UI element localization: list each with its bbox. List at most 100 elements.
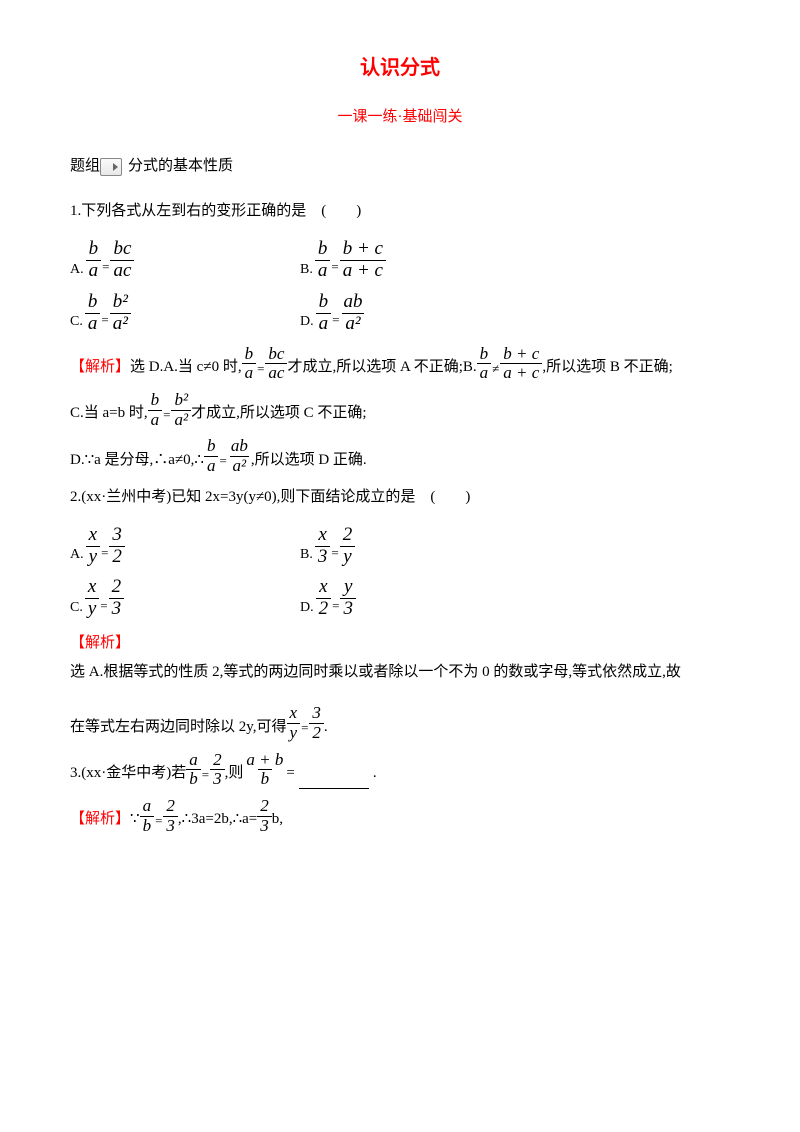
q1-options-row-1: A. ba = bcac B. ba = b + ca + c (70, 239, 730, 282)
solution-text: ,所以选项 D 正确. (251, 447, 367, 474)
solution-tag: 【解析】 (70, 630, 130, 657)
solution-text: 才成立,所以选项 C 不正确; (191, 400, 366, 427)
fraction: ba (204, 437, 219, 475)
option-label: B. (300, 257, 313, 282)
q1-solution-line-2: C.当 a=b 时, ba = b²a² 才成立,所以选项 C 不正确; (70, 391, 730, 429)
q2-option-c: C. xy = 23 (70, 577, 300, 620)
answer-blank (299, 788, 369, 789)
equals: = (331, 594, 340, 617)
fraction: x3 (315, 525, 331, 568)
fraction: b + ca + c (340, 239, 386, 282)
fraction: 23 (257, 797, 272, 835)
fraction: ab (186, 751, 201, 789)
solution-text: C.当 a=b 时, (70, 400, 148, 427)
q1-solution-line-3: D.∵a 是分母,∴a≠0,∴ ba = aba² ,所以选项 D 正确. (70, 437, 730, 475)
fraction: ba (242, 345, 257, 383)
question-3: 3.(xx·金华中考)若 ab = 23 ,则 a + bb = . (70, 751, 730, 789)
fraction: 23 (163, 797, 178, 835)
fraction: b²a² (110, 292, 131, 335)
section-prefix: 题组 (70, 153, 100, 180)
solution-text: D.∵a 是分母,∴a≠0,∴ (70, 447, 204, 474)
q2-option-d: D. x2 = y3 (300, 577, 730, 620)
option-label: B. (300, 542, 313, 567)
fraction: ba (86, 239, 102, 282)
equals: = (218, 449, 227, 472)
equals: = (100, 541, 109, 564)
solution-text: 选 A.根据等式的性质 2,等式的两边同时乘以或者除以一个不为 0 的数或字母,… (70, 659, 681, 686)
question-3-text-c: = (286, 760, 294, 787)
q1-option-d: D. ba = aba² (300, 292, 730, 335)
fraction: xy (86, 525, 100, 568)
q2-options-row-1: A. xy = 32 B. x3 = 2y (70, 525, 730, 568)
q1-option-c: C. ba = b²a² (70, 292, 300, 335)
option-label: A. (70, 257, 84, 282)
question-1-text: 1.下列各式从左到右的变形正确的是 ( ) (70, 198, 730, 225)
q3-solution-line-1: 【解析】 ∵ ab = 23 ,∴3a=2b,∴a= 23 b, (70, 797, 730, 835)
question-3-text-a: 3.(xx·金华中考)若 (70, 760, 186, 787)
equals: = (300, 716, 309, 739)
solution-text: ∵ (130, 806, 140, 833)
solution-text: . (324, 714, 328, 741)
solution-text: 选 D.A.当 c≠0 时, (130, 354, 242, 381)
option-label: D. (300, 595, 314, 620)
not-equals: ≠ (491, 357, 500, 380)
fraction: ba (85, 292, 101, 335)
solution-text: ,∴3a=2b,∴a= (178, 806, 257, 833)
equals: = (201, 763, 210, 786)
q1-option-b: B. ba = b + ca + c (300, 239, 730, 282)
question-2: 2.(xx·兰州中考)已知 2x=3y(y≠0),则下面结论成立的是 ( ) (70, 484, 730, 511)
fraction: bcac (110, 239, 134, 282)
fraction: 23 (210, 751, 225, 789)
equals: = (256, 357, 265, 380)
fraction: aba² (340, 292, 365, 335)
fraction: x2 (316, 577, 332, 620)
main-title: 认识分式 (70, 50, 730, 86)
q1-option-a: A. ba = bcac (70, 239, 300, 282)
q1-solution-line-1: 【解析】 选 D.A.当 c≠0 时, ba = bcac 才成立,所以选项 A… (70, 345, 730, 383)
equals: = (154, 809, 163, 832)
question-3-text-b: ,则 (225, 760, 244, 787)
fraction: xy (287, 704, 301, 742)
q2-option-a: A. xy = 32 (70, 525, 300, 568)
option-label: C. (70, 595, 83, 620)
section-text: 分式的基本性质 (128, 153, 233, 180)
equals: = (331, 308, 340, 331)
solution-tag: 【解析】 (70, 354, 130, 381)
solution-text: 才成立,所以选项 A 不正确;B. (287, 354, 476, 381)
solution-text: ,所以选项 B 不正确; (542, 354, 672, 381)
solution-text: 在等式左右两边同时除以 2y,可得 (70, 714, 287, 741)
option-label: A. (70, 542, 84, 567)
fraction: 32 (109, 525, 125, 568)
fraction: y3 (340, 577, 356, 620)
fraction: ba (477, 345, 492, 383)
fraction: ba (148, 391, 163, 429)
solution-tag: 【解析】 (70, 806, 130, 833)
q1-options-row-2: C. ba = b²a² D. ba = aba² (70, 292, 730, 335)
equals: = (99, 594, 108, 617)
option-label: C. (70, 309, 83, 334)
question-2-text: 2.(xx·兰州中考)已知 2x=3y(y≠0),则下面结论成立的是 ( ) (70, 484, 730, 511)
fraction: b + ca + c (500, 345, 542, 383)
fraction: ab (140, 797, 155, 835)
fraction: b²a² (171, 391, 191, 429)
fraction: aba² (228, 437, 251, 475)
equals: = (330, 255, 339, 278)
option-label: D. (300, 309, 314, 334)
section-heading: 题组 分式的基本性质 (70, 153, 730, 180)
q2-options-row-2: C. xy = 23 D. x2 = y3 (70, 577, 730, 620)
fraction: 32 (309, 704, 324, 742)
q2-option-b: B. x3 = 2y (300, 525, 730, 568)
fraction: 23 (109, 577, 125, 620)
fraction: bcac (265, 345, 287, 383)
solution-text: b, (272, 806, 283, 833)
q2-solution-line-2: 在等式左右两边同时除以 2y,可得 xy = 32 . (70, 704, 730, 742)
sub-title: 一课一练·基础闯关 (70, 104, 730, 131)
fraction: xy (85, 577, 99, 620)
equals: = (100, 308, 109, 331)
fraction: a + bb (243, 751, 286, 789)
fraction: ba (316, 292, 332, 335)
equals: = (162, 403, 171, 426)
play-icon (100, 158, 122, 176)
equals: = (330, 541, 339, 564)
question-1: 1.下列各式从左到右的变形正确的是 ( ) (70, 198, 730, 225)
